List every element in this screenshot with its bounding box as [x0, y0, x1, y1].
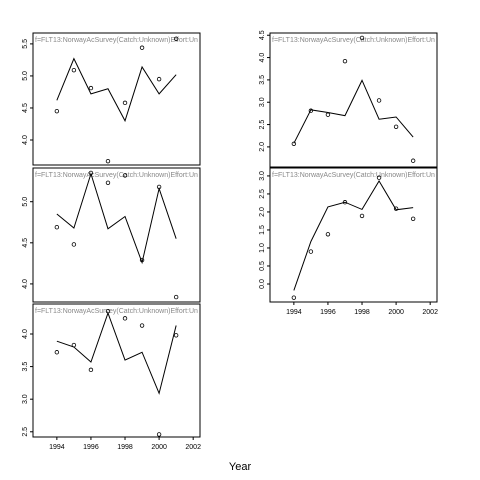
observed-point: [308, 108, 314, 113]
observed-point: [173, 294, 179, 300]
observed-point: [122, 100, 128, 106]
y-tick-label: 3.5: [259, 75, 266, 85]
x-tick-label: 1998: [354, 309, 370, 316]
observed-point: [54, 108, 60, 114]
fitted-line: [56, 172, 177, 265]
y-tick-label: 2.0: [259, 207, 266, 217]
observed-point: [105, 158, 111, 164]
y-tick-label: 4.5: [22, 238, 29, 248]
fitted-line: [56, 57, 177, 123]
y-tick-label: 3.0: [22, 394, 29, 404]
y-tick-label: 5.0: [22, 197, 29, 207]
observed-point: [139, 323, 145, 328]
observed-point: [88, 367, 94, 373]
y-tick-label: 5.0: [22, 71, 29, 81]
panel: f=FLT13:NorwayAcSurvey(Catch:Unknown)Eff…: [22, 303, 201, 451]
observed-point: [308, 249, 314, 254]
panel-frame: [269, 167, 438, 303]
observed-point: [173, 36, 179, 41]
y-tick-label: 3.5: [22, 362, 29, 372]
fitted-line: [56, 311, 177, 395]
y-tick-label: 1.0: [259, 243, 266, 253]
y-tick-label: 2.5: [259, 189, 266, 199]
observed-point: [139, 45, 145, 50]
observed-point: [156, 76, 162, 82]
observed-point: [173, 333, 179, 338]
x-tick-label: 2000: [151, 444, 167, 451]
observed-point: [54, 224, 60, 230]
observed-point: [342, 200, 348, 205]
panel-frame: [32, 303, 201, 438]
x-tick-label: 2002: [185, 444, 201, 451]
observed-point: [291, 141, 297, 146]
observed-point: [105, 180, 111, 185]
panel-frame: [32, 167, 201, 303]
observed-point: [359, 213, 365, 219]
fitted-line: [293, 179, 414, 291]
y-tick-label: 2.0: [259, 142, 266, 152]
observed-point: [88, 170, 94, 176]
observed-point: [359, 35, 365, 41]
y-tick-label: 4.5: [22, 103, 29, 113]
observed-point: [376, 98, 382, 103]
y-tick-label: 4.0: [259, 53, 266, 63]
x-tick-label: 2002: [422, 309, 438, 316]
panel: f=FLT13:NorwayAcSurvey(Catch:Unknown)Eff…: [259, 30, 438, 168]
y-tick-label: 5.5: [22, 39, 29, 49]
observed-point: [410, 216, 416, 221]
x-tick-label: 1996: [320, 309, 336, 316]
observed-point: [122, 316, 128, 321]
observed-point: [325, 232, 331, 237]
panel-frame: [32, 32, 201, 166]
observed-point: [410, 158, 416, 163]
observed-point: [342, 58, 348, 64]
x-tick-label: 2000: [388, 309, 404, 316]
panel-title: f=FLT13:NorwayAcSurvey(Catch:Unknown)Eff…: [35, 37, 198, 44]
observed-point: [71, 67, 77, 73]
observed-point: [393, 124, 399, 129]
observed-point: [156, 432, 162, 437]
x-tick-label: 1996: [83, 444, 99, 451]
panel-frame: [269, 32, 438, 168]
observed-point: [71, 342, 77, 348]
x-tick-label: 1994: [286, 309, 302, 316]
panel: f=FLT13:NorwayAcSurvey(Catch:Unknown)Eff…: [22, 167, 201, 303]
y-tick-label: 3.0: [259, 97, 266, 107]
fitted-line: [293, 79, 414, 144]
observed-point: [291, 295, 297, 300]
observed-point: [325, 112, 331, 117]
y-tick-label: 0.5: [259, 261, 266, 271]
x-tick-label: 1998: [117, 444, 133, 451]
observed-point: [105, 308, 111, 314]
observed-point: [393, 206, 399, 211]
y-tick-label: 4.5: [259, 30, 266, 40]
y-tick-label: 4.0: [22, 135, 29, 145]
x-axis-label: Year: [229, 461, 252, 473]
observed-point: [376, 175, 382, 180]
y-tick-label: 1.5: [259, 225, 266, 235]
panel-title: f=FLT13:NorwayAcSurvey(Catch:Unknown)Eff…: [35, 172, 198, 179]
y-tick-label: 0.0: [259, 279, 266, 289]
panel-title: f=FLT13:NorwayAcSurvey(Catch:Unknown)Eff…: [272, 172, 435, 179]
observed-point: [139, 257, 145, 263]
y-tick-label: 3.0: [259, 171, 266, 181]
observed-point: [156, 184, 162, 190]
panel-title: f=FLT13:NorwayAcSurvey(Catch:Unknown)Eff…: [272, 37, 435, 44]
panel: f=FLT13:NorwayAcSurvey(Catch:Unknown)Eff…: [259, 167, 438, 316]
y-tick-label: 4.0: [22, 279, 29, 289]
panel-title: f=FLT13:NorwayAcSurvey(Catch:Unknown)Eff…: [35, 308, 198, 315]
observed-point: [122, 173, 128, 178]
panel: f=FLT13:NorwayAcSurvey(Catch:Unknown)Eff…: [22, 32, 201, 166]
x-tick-label: 1994: [49, 444, 65, 451]
observed-point: [88, 85, 94, 91]
y-tick-label: 2.5: [22, 427, 29, 437]
y-tick-label: 4.0: [22, 329, 29, 339]
observed-point: [54, 350, 60, 355]
observed-point: [71, 242, 77, 247]
y-tick-label: 2.5: [259, 120, 266, 130]
